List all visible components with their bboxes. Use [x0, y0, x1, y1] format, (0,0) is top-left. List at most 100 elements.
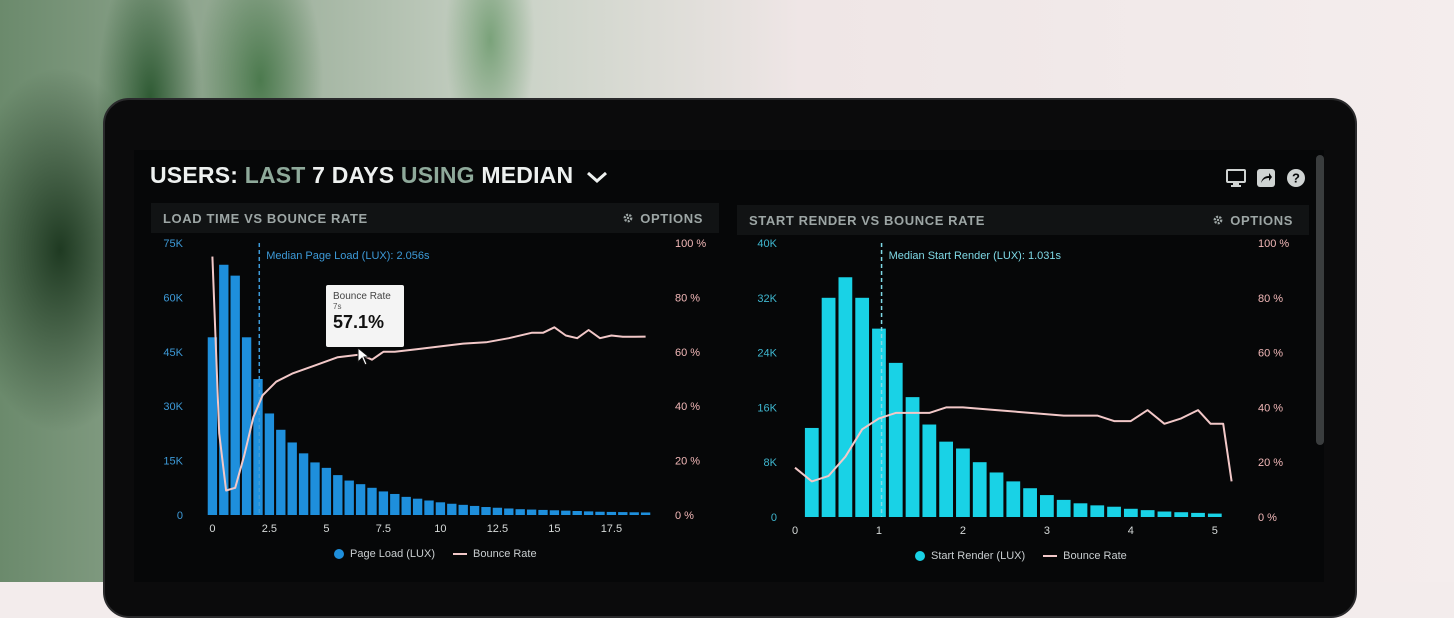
y-right-tick-label: 80 % [675, 292, 700, 304]
chart-bar [230, 275, 240, 515]
page-title: USERS: LAST 7 DAYS USING MEDIAN [150, 162, 608, 189]
legend-line [1043, 555, 1058, 557]
chart-tooltip: Bounce Rate 7s 57.1% [326, 285, 404, 347]
y-left-tick-label: 16K [757, 402, 777, 414]
x-tick-label: 10 [434, 523, 446, 535]
y-left-tick-label: 0 [177, 510, 183, 522]
chart-bar [424, 500, 434, 515]
x-tick-label: 0 [209, 523, 215, 535]
chart-bar [367, 487, 377, 515]
x-tick-label: 4 [1128, 525, 1134, 535]
y-right-tick-label: 0 % [675, 510, 694, 522]
chart-bar [344, 480, 354, 515]
bounce-rate-line [794, 406, 1233, 483]
y-right-tick-label: 40 % [675, 401, 700, 413]
chart-bar [1023, 488, 1037, 517]
y-left-tick-label: 30K [163, 401, 183, 413]
monitor-icon[interactable] [1226, 168, 1246, 188]
chart-bar [241, 337, 252, 515]
legend-load-time: Page Load (LUX) Bounce Rate [334, 548, 537, 560]
chart-start-render-vs-bounce: 0 8K 16K 24K 32K 40K 0 % 20 % 40 % 60 % 80 % 100 % 0… [757, 238, 1289, 535]
chart-bar [838, 277, 853, 517]
chart-bar [640, 512, 651, 515]
gear-icon [623, 213, 633, 223]
chart-bar [310, 462, 320, 515]
chart-bar [526, 509, 537, 515]
chart-bar [276, 429, 286, 515]
chart-bar [401, 496, 411, 515]
x-tick-label: 12.5 [487, 523, 508, 535]
chart-bar [1107, 506, 1121, 517]
title-stat-dropdown[interactable]: MEDIAN [481, 162, 574, 188]
legend-item-start-render[interactable]: Start Render (LUX) [915, 550, 1025, 562]
y-left-tick-label: 60K [163, 292, 183, 304]
chart-bar [1056, 499, 1071, 517]
legend-item-bounce-rate[interactable]: Bounce Rate [453, 548, 537, 560]
chart-bar [629, 512, 639, 515]
chart-bar [572, 511, 582, 515]
tooltip-x: 7s [333, 302, 342, 311]
x-tick-label: 0 [792, 525, 798, 535]
x-tick-label: 17.5 [601, 523, 622, 535]
legend-item-page-load[interactable]: Page Load (LUX) [334, 548, 435, 560]
y-left-tick-label: 75K [163, 238, 183, 250]
chart-bar [538, 509, 548, 515]
chart-bar [583, 511, 594, 515]
legend-start-render: Start Render (LUX) Bounce Rate [915, 550, 1127, 562]
title-users: USERS: [150, 162, 239, 188]
y-right-tick-label: 20 % [1258, 457, 1283, 469]
y-left-tick-label: 45K [163, 347, 183, 359]
chart-bar [207, 337, 218, 515]
x-tick-label: 2 [960, 525, 966, 535]
chart-bar [515, 509, 525, 515]
chart-bar [549, 510, 560, 515]
options-label: OPTIONS [1230, 212, 1293, 228]
panel-header-start-render: START RENDER VS BOUNCE RATE OPTIONS [737, 205, 1309, 235]
chart-bar [390, 493, 400, 515]
x-tick-label: 5 [1212, 525, 1218, 535]
chart-bar [435, 502, 446, 515]
legend-item-bounce-rate[interactable]: Bounce Rate [1043, 550, 1127, 562]
x-tick-label: 3 [1044, 525, 1050, 535]
y-left-tick-label: 0 [771, 512, 777, 524]
title-range-dropdown[interactable]: 7 DAYS [312, 162, 395, 188]
chart-bar [618, 512, 628, 515]
chart-bar [378, 491, 389, 515]
chart-bar [492, 507, 503, 515]
chart-bar [321, 467, 332, 515]
chart-bar [939, 441, 954, 517]
chart-bar [1157, 511, 1172, 517]
y-right-tick-label: 100 % [1258, 238, 1289, 250]
chart-bar [355, 484, 366, 515]
scrollbar[interactable] [1316, 155, 1324, 445]
chart-bar [287, 442, 297, 515]
help-icon[interactable]: ? [1286, 168, 1306, 188]
x-tick-label: 5 [323, 523, 329, 535]
chart-bar [1073, 503, 1088, 517]
bounce-rate-line [211, 256, 646, 492]
y-right-tick-label: 80 % [1258, 293, 1283, 305]
y-right-tick-label: 40 % [1258, 402, 1283, 414]
y-left-tick-label: 8K [764, 457, 778, 469]
chart-load-time-vs-bounce: 0 15K 30K 45K 60K 75K 0 % 20 % 40 % 60 % 80 % 100 %… [163, 238, 706, 535]
svg-text:?: ? [1292, 171, 1300, 186]
chevron-down-icon[interactable] [586, 170, 608, 184]
y-left-tick-label: 32K [757, 293, 777, 305]
options-button[interactable]: OPTIONS [1212, 213, 1293, 228]
chart-bar [481, 507, 491, 515]
x-tick-label: 15 [548, 523, 560, 535]
legend-dot [334, 549, 344, 559]
chart-bar [922, 424, 937, 517]
options-label: OPTIONS [640, 210, 703, 226]
chart-bar [606, 511, 617, 515]
legend-label: Start Render (LUX) [931, 550, 1026, 562]
y-right-tick-label: 0 % [1258, 512, 1277, 524]
chart-bar [888, 362, 903, 517]
x-tick-label: 2.5 [262, 523, 277, 535]
toolbar-icons: ? [1226, 168, 1306, 188]
y-right-tick-label: 100 % [675, 238, 706, 250]
y-left-tick-label: 24K [757, 348, 777, 360]
options-button[interactable]: OPTIONS [622, 211, 703, 226]
legend-label: Bounce Rate [1063, 550, 1127, 562]
share-icon[interactable] [1256, 168, 1276, 188]
